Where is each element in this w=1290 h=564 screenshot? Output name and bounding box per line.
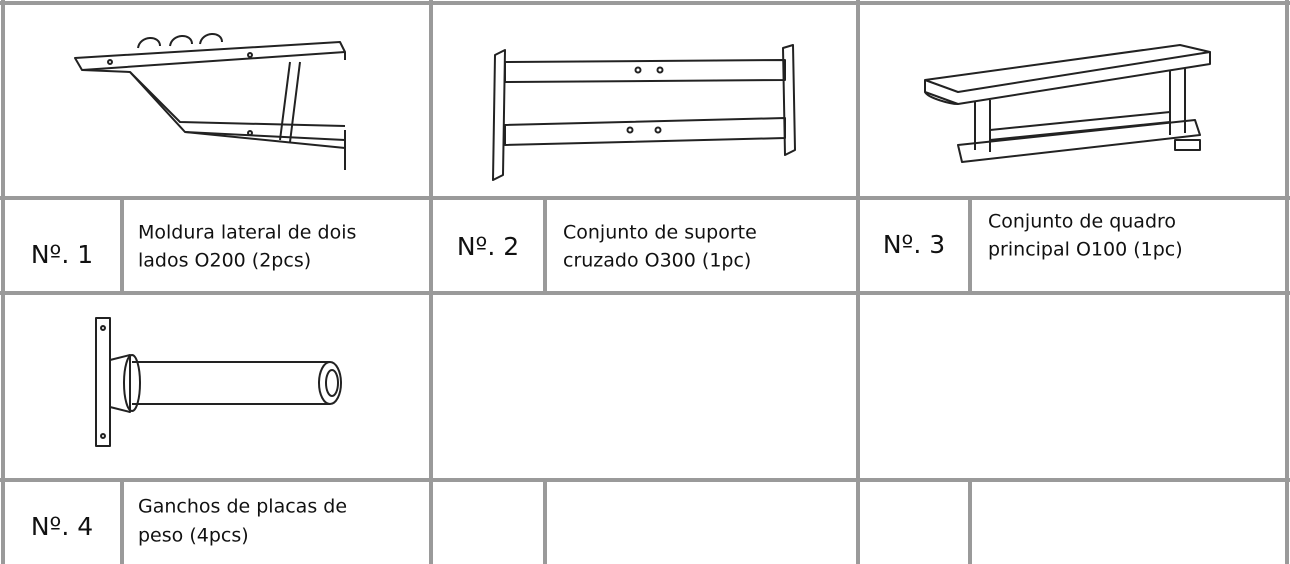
part-description: peso (4pcs) <box>138 525 249 547</box>
bench-drawing <box>924 44 1211 163</box>
part-number: Nº. 2 <box>457 232 519 261</box>
part-description: Conjunto de suporte <box>563 222 757 244</box>
part-number: Nº. 4 <box>31 512 93 541</box>
cross-support-drawing <box>492 44 796 181</box>
part-description: cruzado O300 (1pc) <box>563 250 751 272</box>
part-description: Ganchos de placas de <box>138 496 347 518</box>
part-description: Moldura lateral de dois <box>138 222 356 244</box>
part-description: principal O100 (1pc) <box>988 239 1183 261</box>
part-description: Conjunto de quadro <box>988 211 1176 233</box>
plate-hook-drawing <box>95 317 342 447</box>
part-description: lados O200 (2pcs) <box>138 250 311 272</box>
part-number: Nº. 3 <box>883 230 945 259</box>
part-number: Nº. 1 <box>31 240 93 269</box>
side-frame-drawing <box>74 33 346 170</box>
